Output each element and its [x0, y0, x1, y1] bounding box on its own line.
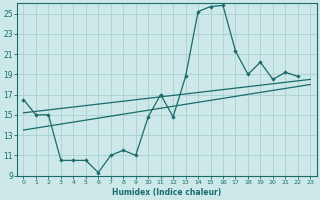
X-axis label: Humidex (Indice chaleur): Humidex (Indice chaleur)	[112, 188, 221, 197]
